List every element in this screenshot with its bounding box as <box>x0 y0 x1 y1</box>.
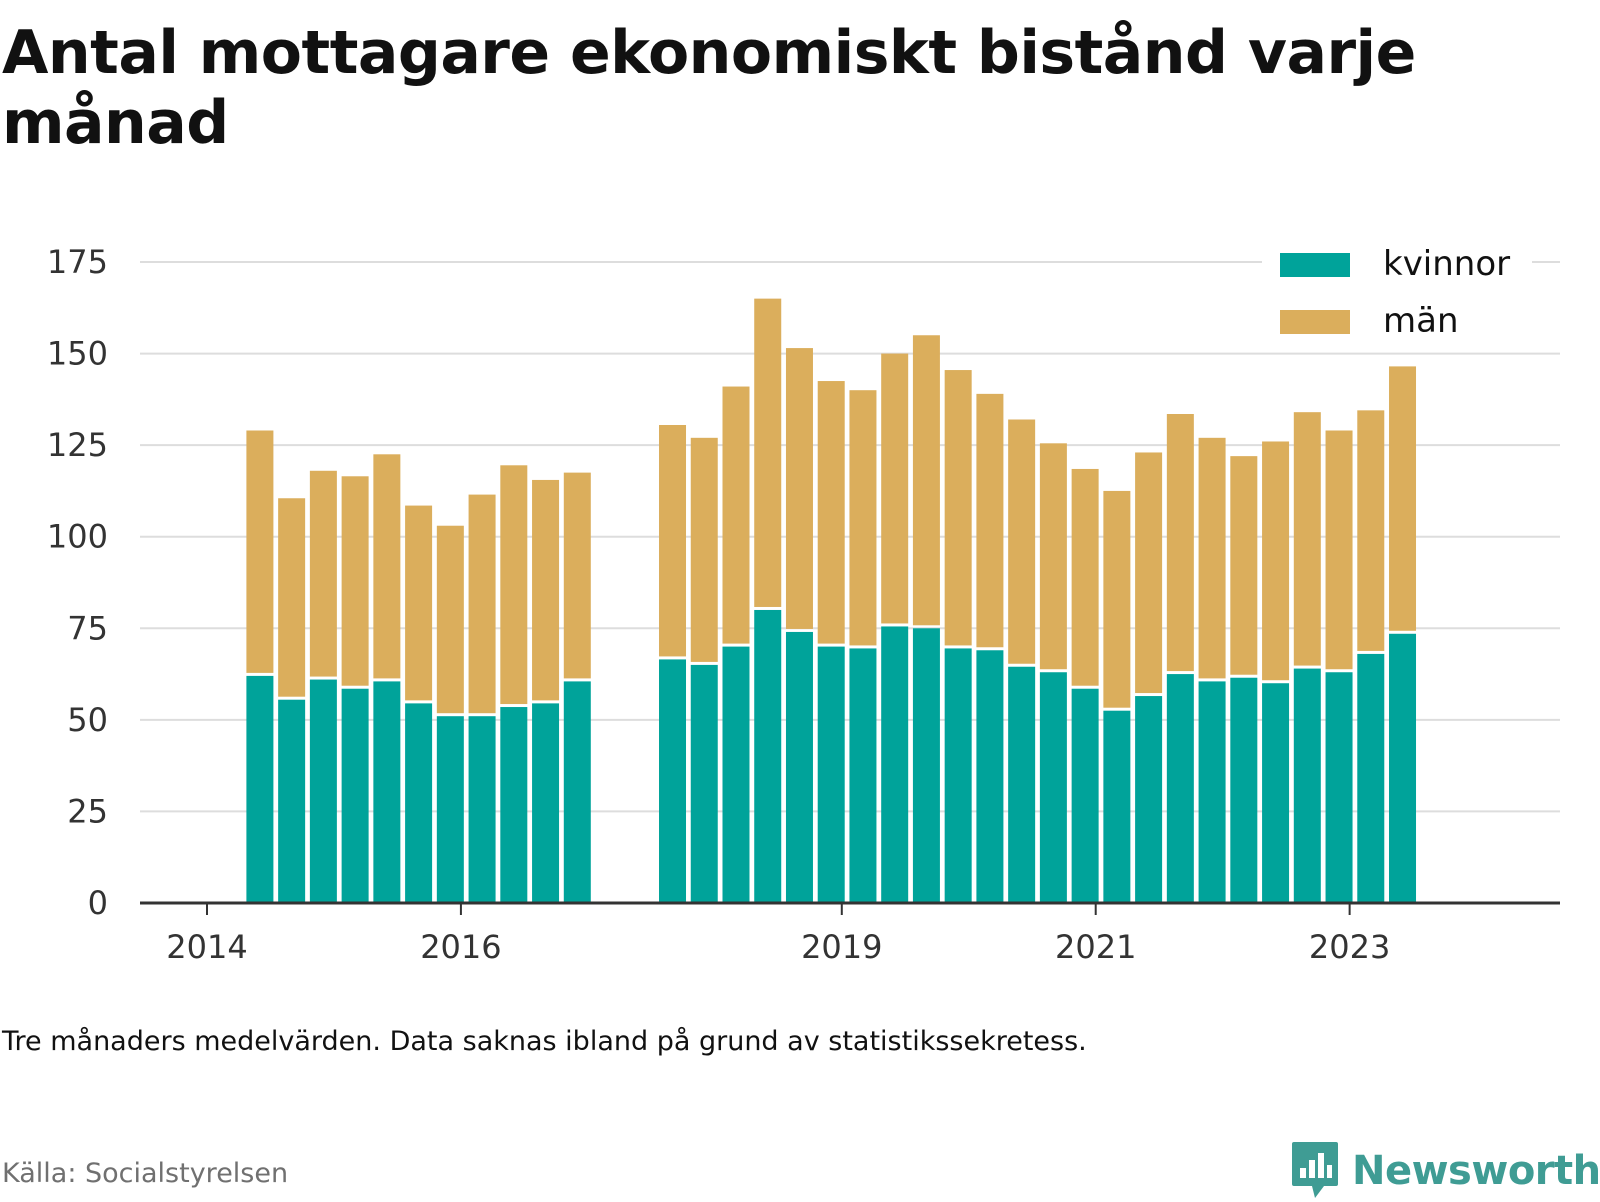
bar-kvinnor <box>1198 681 1226 903</box>
bar-man <box>976 393 1004 648</box>
bar-man <box>468 494 496 714</box>
bar-man <box>1293 412 1321 666</box>
bar-man <box>1357 410 1385 651</box>
bar-man <box>1008 419 1036 664</box>
chart-note: Tre månaders medelvärden. Data saknas ib… <box>2 1026 1087 1057</box>
bar-man <box>278 498 306 697</box>
bar-kvinnor <box>912 628 940 903</box>
bar-kvinnor <box>976 650 1004 903</box>
bar-kvinnor <box>246 675 274 903</box>
bar-kvinnor <box>532 703 560 903</box>
bar-man <box>1071 468 1099 686</box>
brand-logo: Newsworthy <box>1290 1140 1600 1202</box>
bar-series <box>246 298 1417 903</box>
bar-kvinnor <box>1357 653 1385 903</box>
y-tick-label: 0 <box>88 884 108 922</box>
bar-kvinnor <box>309 679 337 903</box>
bar-man <box>1166 414 1194 672</box>
legend: kvinnor män <box>1262 240 1532 352</box>
bar-kvinnor <box>500 707 528 903</box>
bar-man <box>1325 430 1353 670</box>
bar-man <box>373 454 401 679</box>
bar-kvinnor <box>278 699 306 903</box>
bar-man <box>690 437 718 662</box>
bar-kvinnor <box>690 664 718 903</box>
bar-kvinnor <box>659 659 687 903</box>
bar-man <box>659 424 687 657</box>
bar-man <box>563 472 591 679</box>
bar-kvinnor <box>1135 696 1163 903</box>
bar-man <box>881 353 909 624</box>
y-tick-label: 75 <box>67 609 108 647</box>
bar-kvinnor <box>1325 672 1353 903</box>
bar-kvinnor <box>563 681 591 903</box>
y-tick-label: 175 <box>47 243 108 281</box>
legend-label: kvinnor <box>1383 244 1510 284</box>
y-tick-label: 125 <box>47 426 108 464</box>
x-tick-label: 2023 <box>1309 928 1390 966</box>
bar-kvinnor <box>468 716 496 903</box>
legend-swatch <box>1280 310 1350 334</box>
bar-man <box>912 335 940 626</box>
axes: 0 25 50 75 100 125 150 175 2014 2016 2019 2021 2023 <box>47 243 1560 966</box>
y-tick-label: 25 <box>67 792 108 830</box>
bar-kvinnor <box>1039 672 1067 903</box>
bar-kvinnor <box>785 631 813 903</box>
y-tick-label: 50 <box>67 701 108 739</box>
bar-kvinnor <box>944 648 972 903</box>
bar-kvinnor <box>1008 666 1036 903</box>
bar-man <box>1135 452 1163 694</box>
bar-man <box>532 479 560 701</box>
bar-man <box>1039 443 1067 670</box>
bar-kvinnor <box>341 688 369 903</box>
legend-label: män <box>1383 301 1459 341</box>
bar-man <box>754 298 782 607</box>
bar-man <box>405 505 433 701</box>
bar-kvinnor <box>436 716 464 903</box>
bar-man <box>436 525 464 714</box>
bar-kvinnor <box>373 681 401 903</box>
bar-man <box>1230 456 1258 675</box>
bar-man <box>500 465 528 705</box>
bar-kvinnor <box>1293 668 1321 903</box>
bar-kvinnor <box>1230 677 1258 903</box>
newsworthy-logo-icon <box>1292 1142 1338 1198</box>
bar-kvinnor <box>1103 710 1131 903</box>
bar-kvinnor <box>1262 683 1290 903</box>
bar-man <box>785 348 813 629</box>
x-tick-label: 2021 <box>1055 928 1136 966</box>
chart-title: Antal mottagare ekonomiskt bistånd varje… <box>2 18 1416 158</box>
bar-man <box>722 386 750 644</box>
source-label: Källa: Socialstyrelsen <box>2 1158 289 1189</box>
bar-kvinnor <box>722 646 750 903</box>
bar-man <box>1262 441 1290 681</box>
legend-swatch <box>1280 253 1350 277</box>
x-tick-label: 2019 <box>801 928 882 966</box>
y-tick-label: 150 <box>47 335 108 373</box>
bar-man <box>817 381 845 644</box>
bar-man <box>849 390 877 646</box>
bar-kvinnor <box>1389 633 1417 903</box>
bar-man <box>1103 490 1131 708</box>
bar-man <box>341 476 369 686</box>
brand-name: Newsworthy <box>1352 1148 1600 1194</box>
bar-man <box>309 470 337 677</box>
bar-kvinnor <box>754 609 782 903</box>
bar-man <box>246 430 274 673</box>
y-tick-label: 100 <box>47 518 108 556</box>
bar-kvinnor <box>849 648 877 903</box>
bar-kvinnor <box>405 703 433 903</box>
bar-kvinnor <box>1071 688 1099 903</box>
bar-kvinnor <box>817 646 845 903</box>
bar-kvinnor <box>1166 674 1194 903</box>
x-tick-label: 2014 <box>166 928 247 966</box>
bar-man <box>944 370 972 646</box>
bar-man <box>1389 366 1417 631</box>
bar-man <box>1198 437 1226 679</box>
x-tick-label: 2016 <box>420 928 501 966</box>
bar-kvinnor <box>881 626 909 903</box>
